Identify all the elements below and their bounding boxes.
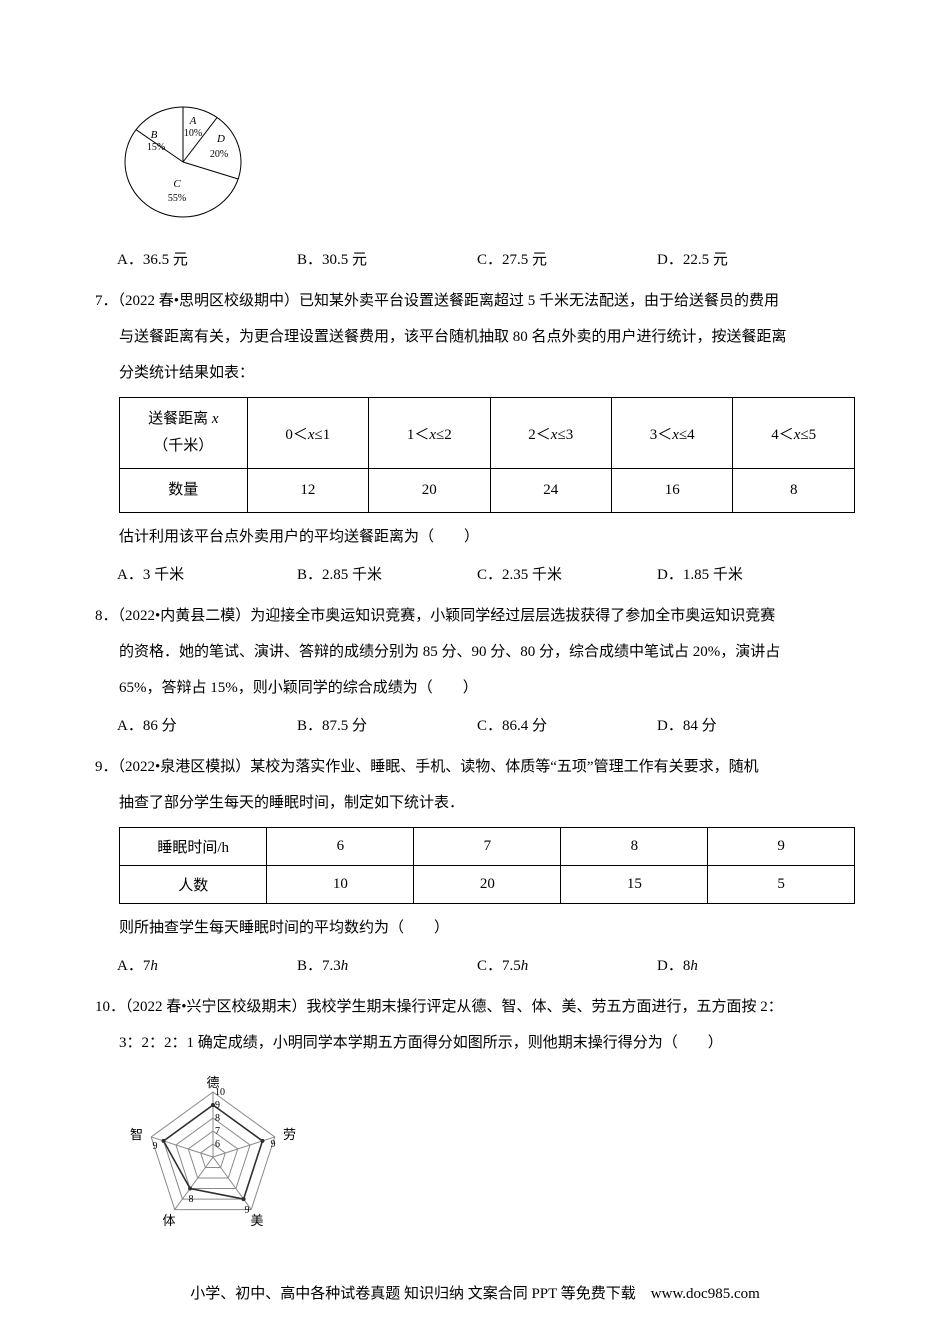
q7-val-0: 12 (247, 469, 368, 513)
option-b: B．7.3h (297, 954, 477, 975)
val-mei: 9 (245, 1205, 250, 1216)
val-lao: 9 (271, 1139, 276, 1150)
page-footer: 小学、初中、高中各种试卷真题 知识归纳 文案合同 PPT 等免费下载 www.d… (95, 1282, 855, 1303)
option-d: D．22.5 元 (657, 248, 837, 269)
option-d: D．8h (657, 954, 837, 975)
q7-stem-2: 与送餐距离有关，为更合理设置送餐费用，该平台随机抽取 80 名点外卖的用户进行统… (119, 319, 855, 355)
axis-lao: 劳 (283, 1127, 296, 1142)
pie-label-a: A (189, 115, 197, 127)
option-b: B．2.85 千米 (297, 563, 477, 584)
table-row: 人数 10 20 15 5 (120, 866, 855, 904)
q9-val-3: 5 (708, 866, 855, 904)
pie-label-d: D (216, 133, 225, 145)
q9-col-0: 6 (267, 828, 414, 866)
option-c: C．86.4 分 (477, 714, 657, 735)
val-ti: 8 (189, 1194, 194, 1205)
pie-pct-c: 55% (168, 193, 186, 204)
option-d: D．84 分 (657, 714, 837, 735)
pie-label-b: B (151, 129, 158, 141)
q9-val-2: 15 (561, 866, 708, 904)
ring-7: 7 (215, 1126, 220, 1137)
option-c: C．7.5h (477, 954, 657, 975)
q7-range-1: 1＜x≤2 (369, 398, 490, 469)
ring-8: 8 (215, 1113, 220, 1124)
option-d: D．1.85 千米 (657, 563, 837, 584)
q7-range-4: 4＜x≤5 (733, 398, 855, 469)
q6-pie-chart: A 10% D 20% C 55% B 15% (113, 100, 855, 230)
option-c: C．27.5 元 (477, 248, 657, 269)
q7-val-3: 16 (611, 469, 732, 513)
q9-stem-2: 抽查了部分学生每天的睡眠时间，制定如下统计表． (119, 785, 855, 821)
q7-row-label: 数量 (120, 469, 248, 513)
option-b: B．30.5 元 (297, 248, 477, 269)
q7-stem-3: 分类统计结果如表： (119, 355, 855, 391)
q8-options: A．86 分 B．87.5 分 C．86.4 分 D．84 分 (117, 714, 855, 735)
q8-stem-1: 8．（2022•内黄县二模）为迎接全市奥运知识竞赛，小颖同学经过层层选拔获得了参… (95, 598, 855, 634)
q9-table: 睡眠时间/h 6 7 8 9 人数 10 20 15 5 (119, 827, 855, 904)
axis-zhi: 智 (130, 1127, 143, 1142)
option-b: B．87.5 分 (297, 714, 477, 735)
pie-label-c: C (173, 178, 181, 190)
axis-de: 德 (206, 1075, 219, 1090)
q9-val-1: 20 (414, 866, 561, 904)
option-a: A．3 千米 (117, 563, 297, 584)
q7-tail: 估计利用该平台点外卖用户的平均送餐距离为（ ） (119, 519, 855, 555)
q9-tail: 则所抽查学生每天睡眠时间的平均数约为（ ） (119, 910, 855, 946)
ring-9: 9 (215, 1100, 220, 1111)
q7-val-4: 8 (733, 469, 855, 513)
q10-stem-1: 10．（2022 春•兴宁区校级期末）我校学生期末操行评定从德、智、体、美、劳五… (95, 989, 855, 1025)
q9-stem-1: 9．（2022•泉港区模拟）某校为落实作业、睡眠、手机、读物、体质等“五项”管理… (95, 749, 855, 785)
q9-col-1: 7 (414, 828, 561, 866)
option-a: A．36.5 元 (117, 248, 297, 269)
pie-pct-d: 20% (210, 149, 228, 160)
axis-ti: 体 (162, 1213, 175, 1228)
q9-val-0: 10 (267, 866, 414, 904)
q7-header-label: 送餐距离 x （千米） (120, 398, 248, 469)
table-row: 睡眠时间/h 6 7 8 9 (120, 828, 855, 866)
axis-mei: 美 (250, 1213, 263, 1228)
q8-stem-3: 65%，答辩占 15%，则小颖同学的综合成绩为（ ） (119, 670, 855, 706)
q7-val-1: 20 (369, 469, 490, 513)
table-row: 送餐距离 x （千米） 0＜x≤1 1＜x≤2 2＜x≤3 3＜x≤4 4＜x≤… (120, 398, 855, 469)
option-c: C．2.35 千米 (477, 563, 657, 584)
q9-row-label: 人数 (120, 866, 267, 904)
q7-table: 送餐距离 x （千米） 0＜x≤1 1＜x≤2 2＜x≤3 3＜x≤4 4＜x≤… (119, 397, 855, 513)
q7-range-0: 0＜x≤1 (247, 398, 368, 469)
q10-radar-chart: 6 7 8 9 10 德 劳 美 体 智 9 9 8 (123, 1067, 855, 1242)
option-a: A．7h (117, 954, 297, 975)
q9-col-3: 9 (708, 828, 855, 866)
pie-pct-b: 15% (147, 142, 165, 153)
q8-stem-2: 的资格．她的笔试、演讲、答辩的成绩分别为 85 分、90 分、80 分，综合成绩… (119, 634, 855, 670)
ring-6: 6 (215, 1139, 220, 1150)
val-zhi: 9 (153, 1141, 158, 1152)
q7-val-2: 24 (490, 469, 611, 513)
q7-stem-1: 7．（2022 春•思明区校级期中）已知某外卖平台设置送餐距离超过 5 千米无法… (95, 283, 855, 319)
q9-col-2: 8 (561, 828, 708, 866)
q9-header: 睡眠时间/h (120, 828, 267, 866)
q7-range-2: 2＜x≤3 (490, 398, 611, 469)
q9-options: A．7h B．7.3h C．7.5h D．8h (117, 954, 855, 975)
pie-pct-a: 10% (184, 128, 202, 139)
table-row: 数量 12 20 24 16 8 (120, 469, 855, 513)
q7-range-3: 3＜x≤4 (611, 398, 732, 469)
option-a: A．86 分 (117, 714, 297, 735)
q10-stem-2: 3：2：2：1 确定成绩，小明同学本学期五方面得分如图所示，则他期末操行得分为（… (119, 1025, 855, 1061)
q6-options: A．36.5 元 B．30.5 元 C．27.5 元 D．22.5 元 (117, 248, 855, 269)
q7-options: A．3 千米 B．2.85 千米 C．2.35 千米 D．1.85 千米 (117, 563, 855, 584)
